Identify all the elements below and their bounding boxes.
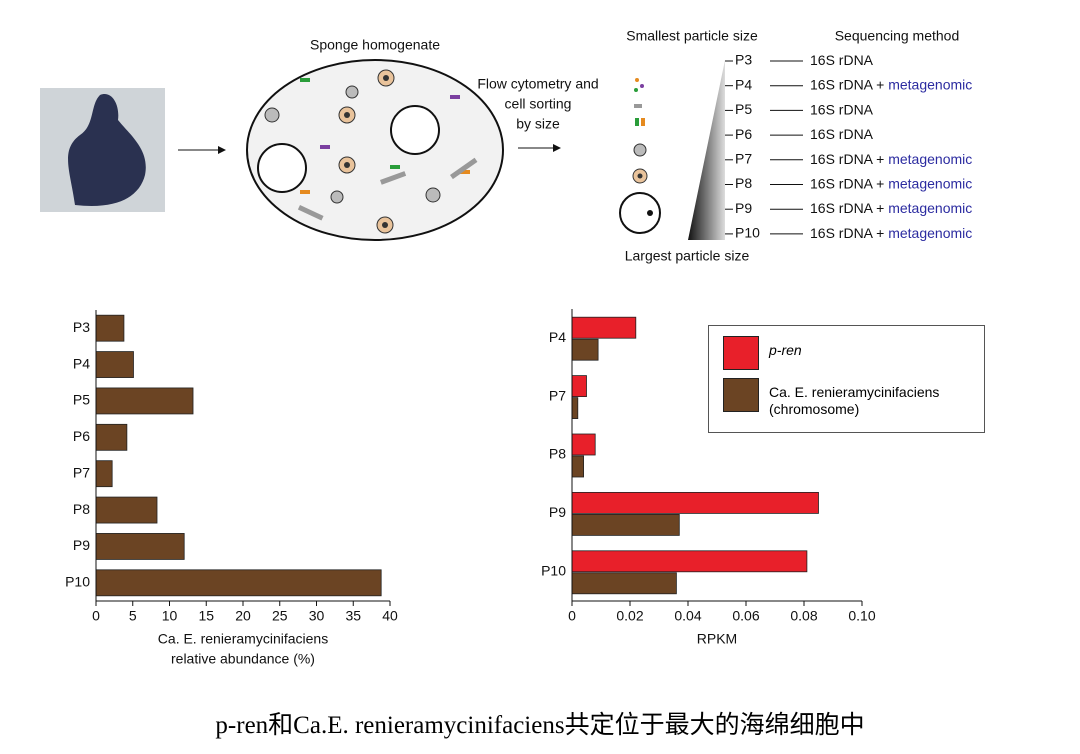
sorting-label: cell sorting (505, 96, 572, 112)
row-label: P3 (735, 52, 752, 68)
bar (571, 316, 637, 339)
y-tick-label: P6 (73, 428, 90, 444)
row-label: P7 (735, 151, 752, 167)
particle-icons (619, 78, 661, 234)
y-tick-label: P10 (65, 574, 90, 590)
bar (571, 433, 596, 456)
method-header: Sequencing method (835, 28, 960, 44)
method: 16S rDNA + (810, 175, 884, 191)
bar (571, 514, 680, 536)
bar (95, 460, 113, 488)
sorting-label: Flow cytometry and (477, 76, 598, 92)
method-extra: metagenomic (888, 200, 972, 216)
row-method: 16S rDNA + metagenomic (810, 175, 972, 191)
method: 16S rDNA (810, 52, 874, 68)
x-axis-label: RPKM (697, 631, 737, 647)
row-method: 16S rDNA (810, 52, 874, 68)
x-axis-label: Ca. E. renieramycinifaciens (158, 631, 328, 647)
legend-item: Ca. E. renieramycinifaciens (chromosome) (723, 378, 970, 418)
sponge (68, 94, 146, 206)
legend-swatch (723, 336, 759, 370)
bar (571, 550, 808, 573)
x-tick-label: 0.06 (732, 608, 759, 624)
row-method: 16S rDNA + metagenomic (810, 200, 972, 216)
method: 16S rDNA (810, 101, 874, 117)
method: 16S rDNA (810, 126, 874, 142)
row-label: P9 (735, 200, 752, 216)
x-tick-label: 20 (235, 608, 251, 624)
bar (95, 569, 382, 597)
x-tick-label: 0.08 (790, 608, 817, 624)
bar (95, 496, 158, 524)
bar (571, 338, 599, 361)
y-tick-label: P9 (549, 504, 566, 520)
legend-label: p-ren (769, 342, 802, 358)
row-label: P8 (735, 175, 752, 191)
bar (571, 397, 579, 420)
x-tick-label: 0.02 (616, 608, 643, 624)
legend-label: Ca. E. renieramycinifaciens (chromosome) (769, 384, 940, 417)
x-tick-label: 0.10 (848, 608, 875, 624)
y-tick-label: P7 (73, 464, 90, 480)
method: 16S rDNA + (810, 76, 884, 92)
bar (571, 375, 587, 398)
bar (571, 572, 677, 595)
legend-swatch (723, 378, 759, 412)
y-tick-label: P4 (549, 329, 566, 345)
row-method: 16S rDNA (810, 101, 874, 117)
cells (257, 69, 478, 234)
row-label: P4 (735, 76, 752, 92)
x-tick-label: 15 (198, 608, 214, 624)
row-label: P6 (735, 126, 752, 142)
x-tick-label: 25 (272, 608, 288, 624)
legend-item: p-ren (723, 336, 970, 370)
x-tick-label: 0.04 (674, 608, 701, 624)
bar (571, 455, 585, 478)
sorting-label: by size (516, 116, 560, 132)
x-tick-label: 0 (92, 608, 100, 624)
row-method: 16S rDNA + metagenomic (810, 151, 972, 167)
y-tick-label: P7 (549, 387, 566, 403)
y-tick-label: P9 (73, 537, 90, 553)
y-tick-label: P10 (541, 563, 566, 579)
method-extra: metagenomic (888, 151, 972, 167)
method-extra: metagenomic (888, 76, 972, 92)
legend: p-ren Ca. E. renieramycinifaciens (chromo… (708, 325, 985, 433)
x-tick-label: 5 (129, 608, 137, 624)
method: 16S rDNA + (810, 200, 884, 216)
x-tick-label: 40 (382, 608, 398, 624)
largest-label: Largest particle size (625, 248, 750, 264)
y-tick-label: P5 (73, 392, 90, 408)
method: 16S rDNA + (810, 225, 884, 241)
row-method: 16S rDNA + metagenomic (810, 76, 972, 92)
method-extra: metagenomic (888, 225, 972, 241)
bar (95, 387, 194, 415)
y-tick-label: P3 (73, 319, 90, 335)
bar (95, 314, 125, 342)
row-label: P5 (735, 101, 752, 117)
row-label: P10 (735, 225, 760, 241)
bar (571, 491, 819, 514)
size-gradient (688, 60, 725, 240)
x-tick-label: 10 (162, 608, 178, 624)
bar (95, 351, 134, 378)
row-method: 16S rDNA + metagenomic (810, 225, 972, 241)
y-tick-label: P8 (549, 446, 566, 462)
homogenate-title: Sponge homogenate (310, 37, 440, 53)
bar (95, 533, 185, 560)
x-axis-label: relative abundance (%) (171, 651, 315, 667)
y-tick-label: P8 (73, 501, 90, 517)
figure-canvas: Sponge homogenate Flow cytometry and cell … (40, 28, 972, 667)
bar (95, 423, 128, 451)
caption: p-ren和Ca.E. renieramycinifaciens共定位于最大的海… (215, 712, 865, 739)
x-tick-label: 0 (568, 608, 576, 624)
method-extra: metagenomic (888, 175, 972, 191)
row-method: 16S rDNA (810, 126, 874, 142)
x-tick-label: 30 (309, 608, 325, 624)
y-tick-label: P4 (73, 355, 90, 371)
smallest-label: Smallest particle size (626, 28, 758, 44)
x-tick-label: 35 (345, 608, 361, 624)
method: 16S rDNA + (810, 151, 884, 167)
